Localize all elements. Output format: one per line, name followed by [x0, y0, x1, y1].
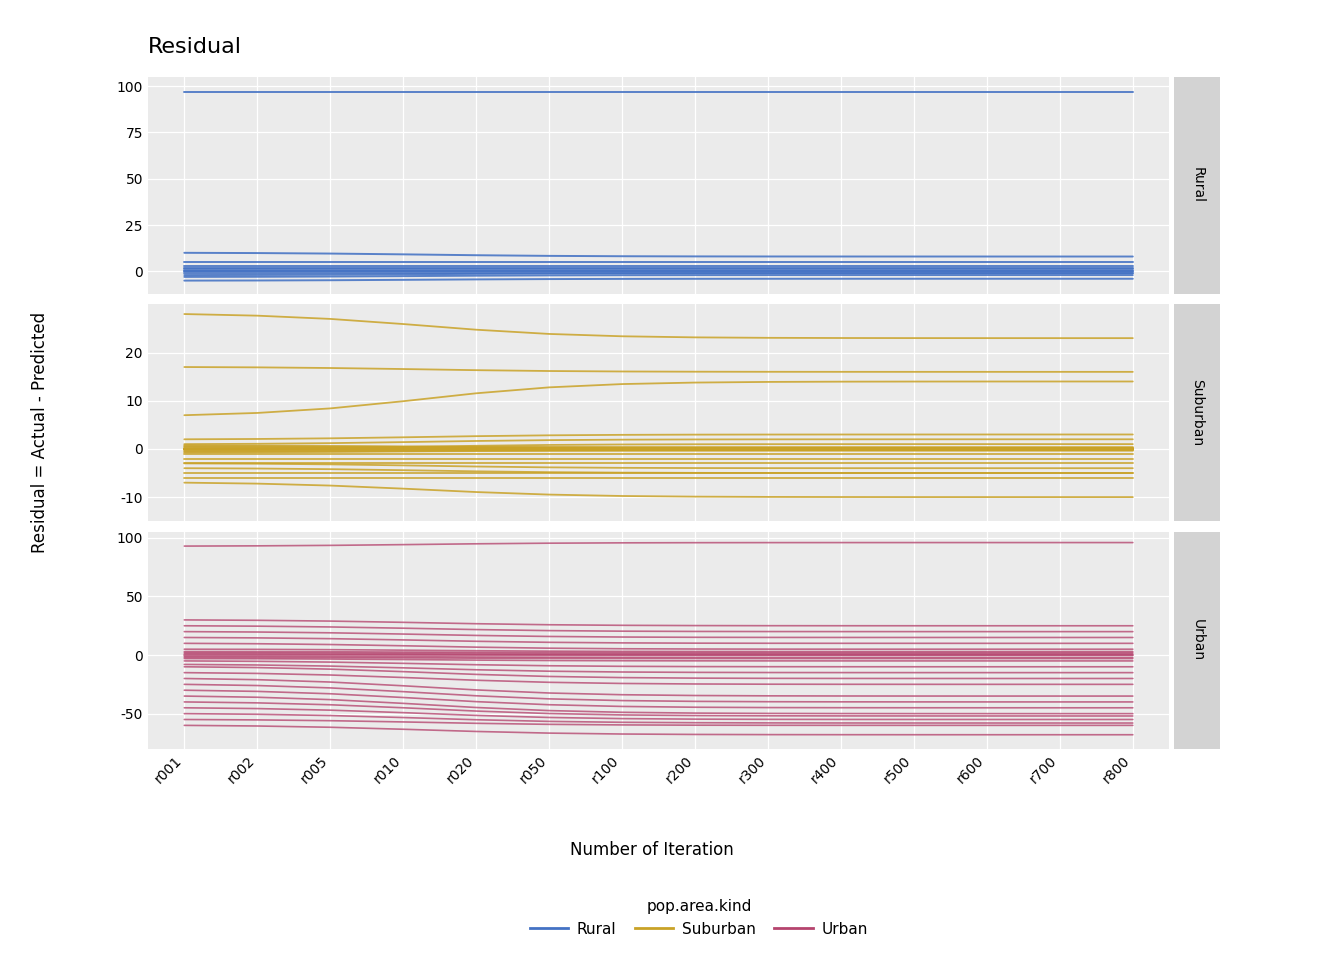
Text: Residual = Actual - Predicted: Residual = Actual - Predicted: [31, 311, 50, 553]
Text: Number of Iteration: Number of Iteration: [570, 841, 734, 858]
Legend: Rural, Suburban, Urban: Rural, Suburban, Urban: [523, 893, 875, 943]
Text: Residual: Residual: [148, 36, 242, 57]
